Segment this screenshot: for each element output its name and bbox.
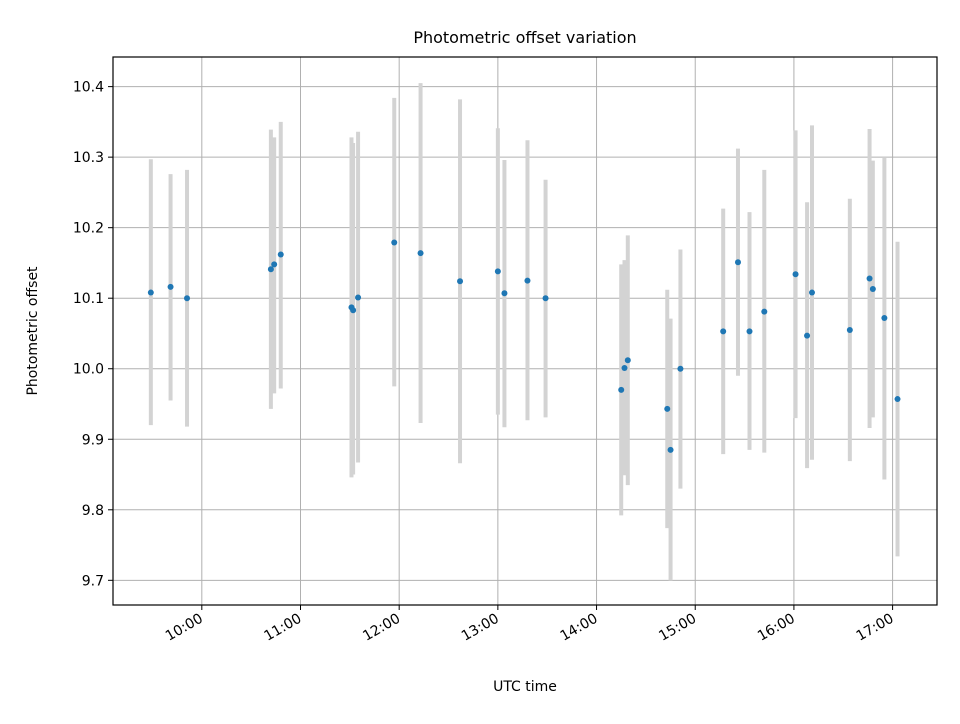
data-point [881, 314, 888, 321]
data-point [664, 405, 671, 412]
data-point [501, 290, 508, 297]
x-axis-label: UTC time [493, 679, 557, 695]
data-point [524, 277, 531, 284]
data-point [277, 251, 284, 258]
data-point [355, 294, 362, 301]
data-point [147, 289, 154, 296]
data-point [846, 326, 853, 333]
y-tick-label: 10.4 [73, 80, 104, 96]
data-point [624, 357, 631, 364]
y-tick-label: 9.7 [82, 573, 104, 589]
point-layer [147, 239, 901, 453]
y-axis-label: Photometric offset [25, 266, 41, 396]
data-point [417, 250, 424, 257]
data-point [720, 328, 727, 335]
data-point [667, 446, 674, 453]
data-point [267, 266, 274, 273]
plot-frame [112, 56, 938, 606]
data-point [167, 283, 174, 290]
grid-layer [113, 57, 937, 605]
data-point [350, 307, 357, 314]
y-tick-label: 10.3 [73, 150, 104, 166]
y-tick-label: 9.9 [82, 432, 104, 448]
y-tick-label: 10.0 [73, 362, 104, 378]
y-tick-label: 10.2 [73, 221, 104, 237]
chart-title: Photometric offset variation [413, 28, 636, 47]
data-point [809, 289, 816, 296]
axis-layer: 10:00 11:00 12:00 13:00 14:00 15:00 16:00 17:00… [73, 80, 897, 645]
data-point [271, 261, 278, 268]
data-point [869, 286, 876, 293]
data-point [184, 295, 191, 302]
data-point [734, 259, 741, 266]
data-point [542, 295, 549, 302]
data-point [391, 239, 398, 246]
y-tick-label: 9.8 [82, 503, 104, 519]
data-point [677, 365, 684, 372]
data-point [457, 278, 464, 285]
data-point [761, 308, 768, 315]
data-point [618, 386, 625, 393]
data-point [494, 268, 501, 275]
data-point [746, 328, 753, 335]
data-point [804, 332, 811, 339]
data-point [866, 275, 873, 282]
y-tick-label: 10.1 [73, 291, 104, 307]
data-point [792, 271, 799, 278]
data-point [894, 396, 901, 403]
data-point [621, 365, 628, 372]
